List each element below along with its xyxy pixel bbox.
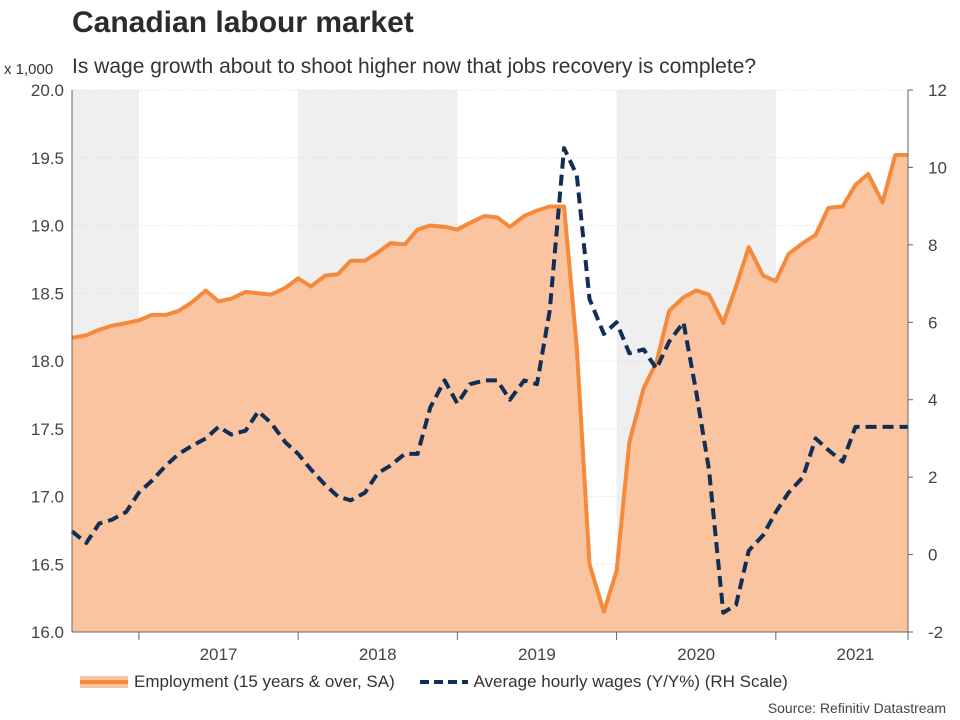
left-tick-18.0: 18.0 <box>31 352 64 371</box>
left-tick-19.5: 19.5 <box>31 149 64 168</box>
left-tick-17.5: 17.5 <box>31 420 64 439</box>
legend-employment-swatch <box>80 676 128 688</box>
x-tick-2018: 2018 <box>359 645 397 664</box>
chart-subtitle: Is wage growth about to shoot higher now… <box>72 55 757 78</box>
left-tick-18.5: 18.5 <box>31 284 64 303</box>
chart-title: Canadian labour market <box>72 6 414 39</box>
legend: Employment (15 years & over, SA) Average… <box>80 672 808 696</box>
x-tick-2019: 2019 <box>518 645 556 664</box>
right-tick-4: 4 <box>928 391 937 410</box>
wages-line <box>70 146 908 615</box>
legend-wages-swatch <box>419 680 468 684</box>
right-tick-10: 10 <box>928 158 947 177</box>
left-tick-19.0: 19.0 <box>31 217 64 236</box>
left-axis-unit: x 1,000 <box>4 61 54 78</box>
x-tick-2021: 2021 <box>837 645 875 664</box>
employment-area-layer <box>72 155 908 633</box>
axes <box>71 90 909 633</box>
left-tick-16.5: 16.5 <box>31 555 64 574</box>
legend-employment-label: Employment (15 years & over, SA) <box>134 672 395 691</box>
right-tick-12: 12 <box>928 81 947 100</box>
legend-wages-label: Average hourly wages (Y/Y%) (RH Scale) <box>473 672 788 691</box>
left-tick-16.0: 16.0 <box>31 623 64 642</box>
employment-area <box>72 155 908 633</box>
legend-wages: Average hourly wages (Y/Y%) (RH Scale) <box>419 672 788 692</box>
source-note: Source: Refinitiv Datastream <box>767 700 946 716</box>
x-tick-2020: 2020 <box>677 645 715 664</box>
tick-labels: 16.0 16.5 17.0 17.5 18.0 18.5 19.0 19.5 20.0 -2 0 2… <box>31 81 947 664</box>
right-tick-2: 2 <box>928 468 937 487</box>
legend-employment: Employment (15 years & over, SA) <box>80 672 395 692</box>
series-lines <box>70 146 908 615</box>
right-tick-0: 0 <box>928 546 937 565</box>
employment-line <box>71 153 908 614</box>
right-tick-6: 6 <box>928 313 937 332</box>
left-tick-17.0: 17.0 <box>31 488 64 507</box>
left-tick-20.0: 20.0 <box>31 81 64 100</box>
right-tick--2: -2 <box>928 623 943 642</box>
x-tick-2017: 2017 <box>200 645 238 664</box>
right-tick-8: 8 <box>928 236 937 255</box>
